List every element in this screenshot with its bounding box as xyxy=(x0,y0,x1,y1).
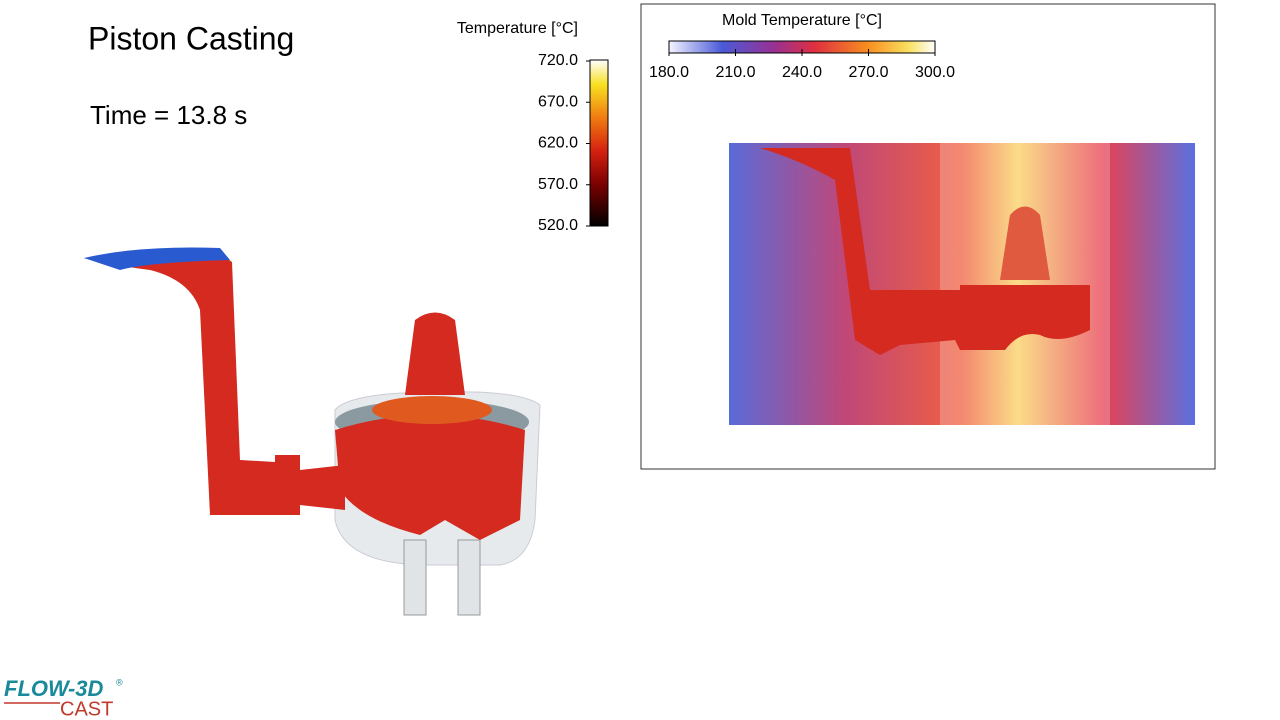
sprue-top xyxy=(84,247,230,270)
piston-body xyxy=(335,415,525,540)
time-label: Time = 13.8 s xyxy=(90,100,247,130)
colorbar-tick-label: 520.0 xyxy=(538,217,578,234)
colorbar-tick-label: 620.0 xyxy=(538,135,578,152)
mold-insert xyxy=(940,143,1110,425)
pin xyxy=(457,539,481,616)
logo: FLOW-3D ® CAST xyxy=(4,676,123,720)
mold-casting xyxy=(760,148,1090,355)
logo-trademark: ® xyxy=(116,677,123,687)
piston-top xyxy=(372,396,492,424)
colorbar-title: Temperature [°C] xyxy=(457,20,578,37)
mold-colorbar-tick-label: 180.0 xyxy=(649,64,689,81)
logo-product: CAST xyxy=(60,698,113,720)
temperature-colorbar: Temperature [°C] 720.0 670.0 620.0 570.0 520… xyxy=(457,20,609,234)
mold-colorbar-title: Mold Temperature [°C] xyxy=(722,12,882,29)
pin xyxy=(403,539,427,616)
sprue xyxy=(84,250,345,515)
colorbar-tick-label: 570.0 xyxy=(538,176,578,193)
mold-colorbar-tick-label: 270.0 xyxy=(848,64,888,81)
colorbar-scale xyxy=(589,59,609,227)
casting-render xyxy=(84,247,541,616)
mold-colorbar-tick-label: 240.0 xyxy=(782,64,822,81)
logo-brand: FLOW-3D xyxy=(4,676,103,701)
mold-colorbar-tick-label: 210.0 xyxy=(715,64,755,81)
piston-riser xyxy=(405,312,465,395)
mold-riser xyxy=(1000,206,1050,280)
title: Piston Casting xyxy=(88,20,294,56)
colorbar-tick-label: 670.0 xyxy=(538,93,578,110)
mold-colorbar: Mold Temperature [°C] 180.0 210.0 240.0 270… xyxy=(649,12,955,81)
mold-render xyxy=(729,143,1195,425)
mold-colorbar-tick-label: 300.0 xyxy=(915,64,955,81)
colorbar-tick-label: 720.0 xyxy=(538,52,578,69)
